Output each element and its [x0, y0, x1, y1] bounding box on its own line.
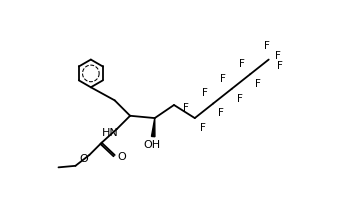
Text: F: F — [276, 61, 283, 71]
Text: F: F — [218, 108, 224, 119]
Text: HN: HN — [102, 128, 118, 138]
Text: F: F — [264, 42, 270, 52]
Text: O: O — [79, 154, 88, 164]
Text: F: F — [184, 103, 189, 113]
Polygon shape — [151, 118, 155, 137]
Text: F: F — [220, 74, 226, 84]
Text: O: O — [117, 152, 126, 162]
Text: F: F — [255, 79, 261, 89]
Text: F: F — [275, 51, 281, 61]
Text: F: F — [202, 88, 208, 98]
Text: F: F — [199, 123, 206, 133]
Text: OH: OH — [144, 140, 161, 150]
Text: F: F — [237, 94, 242, 104]
Text: F: F — [239, 59, 245, 69]
